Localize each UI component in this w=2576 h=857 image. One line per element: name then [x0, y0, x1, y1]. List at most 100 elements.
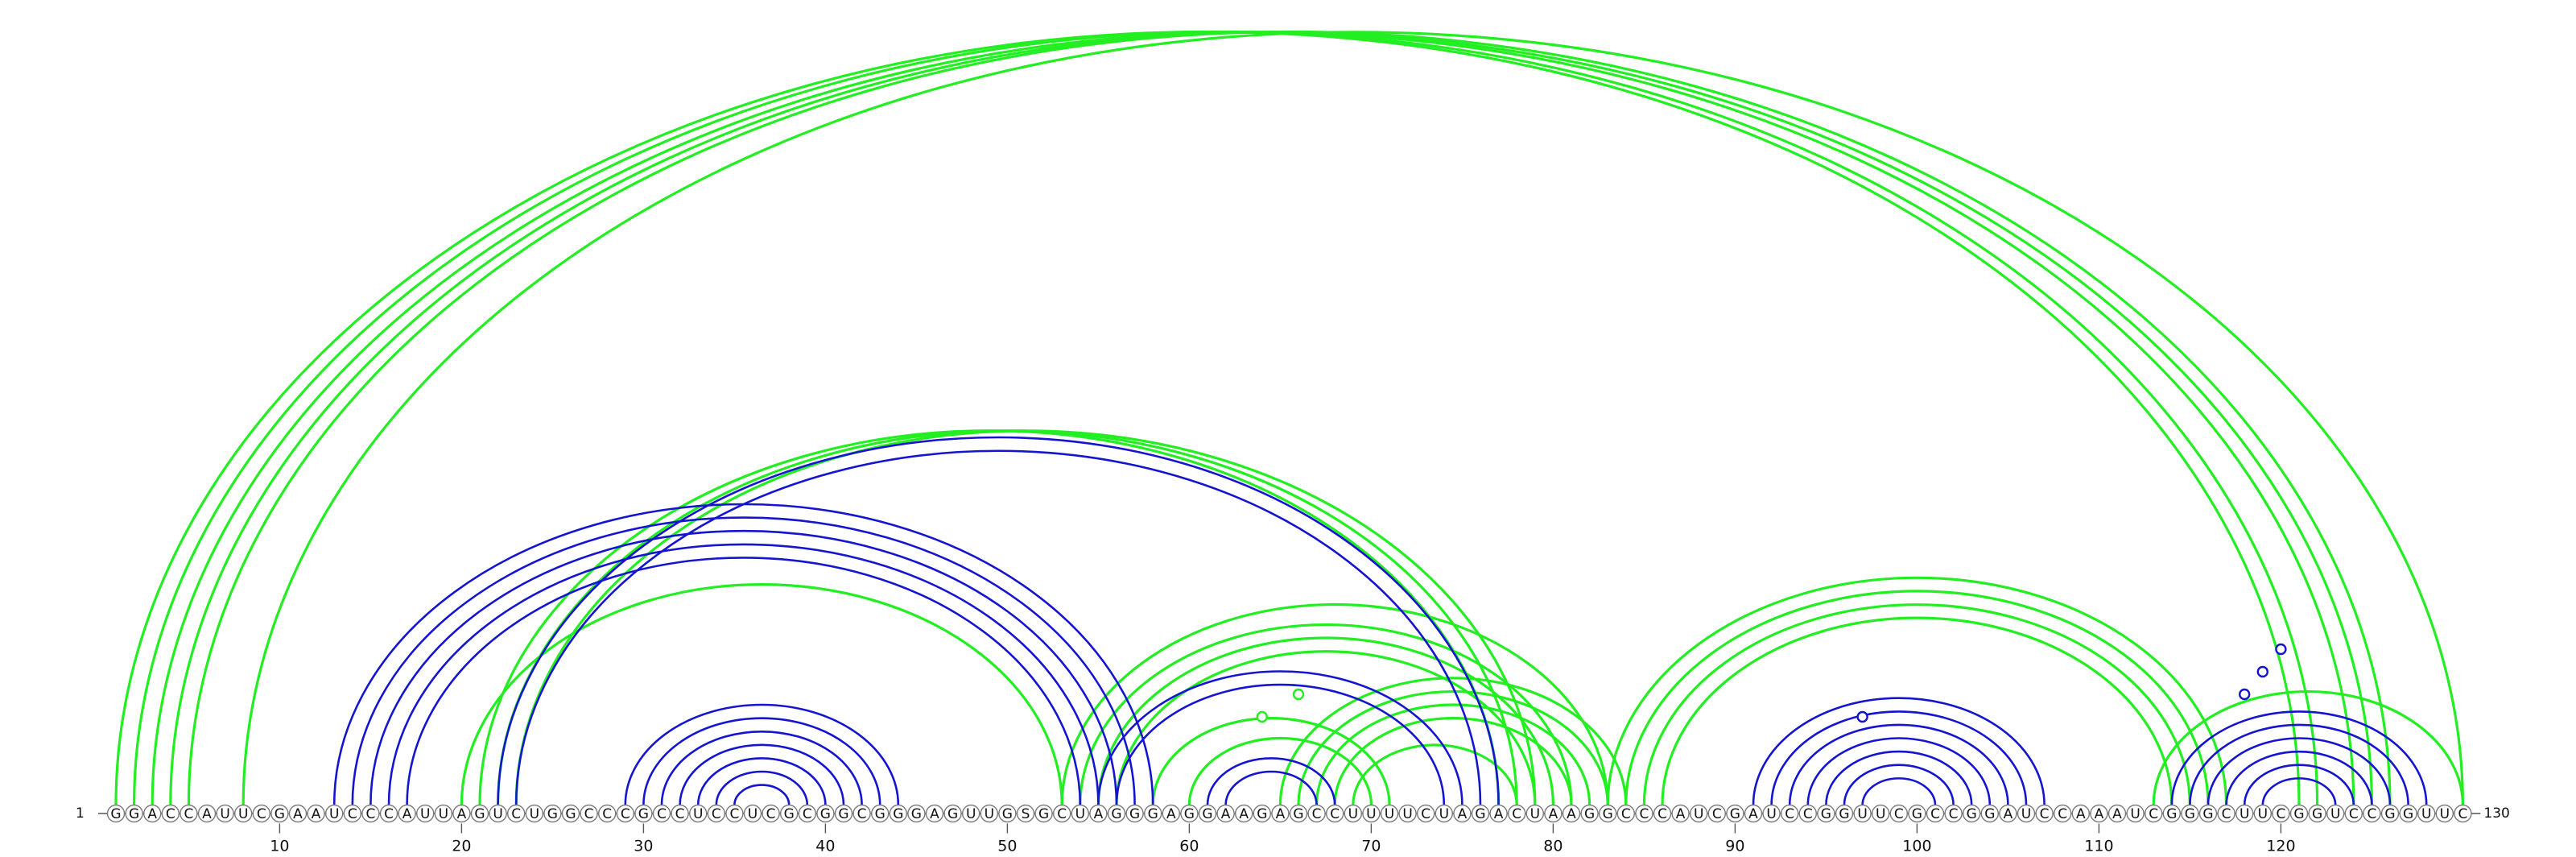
svg-text:G: G — [1475, 806, 1485, 822]
green-arc-2-122 — [133, 30, 2319, 805]
nucleotide-111: A — [2107, 804, 2127, 823]
nucleotide-29: C — [616, 804, 634, 823]
svg-text:U: U — [2240, 806, 2249, 822]
blue-arc-62-67 — [1224, 770, 1318, 805]
nucleotide-8: U — [234, 804, 253, 823]
nucleotide-127: G — [2399, 804, 2417, 823]
nucleotide-31: C — [652, 804, 671, 823]
green-arc-55-80 — [1096, 636, 1554, 805]
nucleotide-91: A — [1744, 804, 1763, 823]
tick-label-70: 70 — [1361, 838, 1381, 855]
svg-text:U: U — [2421, 806, 2431, 822]
blue-arc-14-57 — [351, 516, 1136, 805]
nucleotide-55: A — [1089, 804, 1108, 823]
nucleotide-5: C — [180, 804, 198, 823]
svg-text:G: G — [1912, 806, 1922, 822]
svg-text:C: C — [184, 806, 193, 822]
nucleotide-27: C — [580, 804, 598, 823]
svg-text:C: C — [621, 806, 630, 822]
nucleotide-95: G — [1817, 804, 1835, 823]
nucleotide-9: C — [252, 804, 270, 823]
svg-text:G: G — [1111, 806, 1121, 822]
tick-label-50: 50 — [997, 838, 1017, 855]
blue-arc-114-128 — [2170, 710, 2428, 805]
nucleotide-77: A — [1489, 804, 1508, 823]
svg-text:C: C — [1621, 806, 1631, 822]
svg-text:C: C — [166, 806, 175, 822]
svg-text:G: G — [638, 806, 649, 822]
blue-arc-32-41 — [679, 743, 845, 805]
nucleotide-125: C — [2363, 804, 2381, 823]
nucleotide-33: U — [689, 804, 708, 823]
nucleotide-3: A — [142, 804, 162, 823]
nucleotide-128: U — [2417, 804, 2436, 823]
svg-text:C: C — [2276, 806, 2285, 822]
nucleotide-117: C — [2217, 804, 2235, 823]
svg-text:C: C — [1657, 806, 1667, 822]
svg-text:G: G — [838, 806, 848, 822]
tick-label-100: 100 — [1902, 838, 1931, 855]
nucleotide-41: G — [834, 804, 853, 823]
svg-text:G: G — [1603, 806, 1613, 822]
svg-text:C: C — [766, 806, 776, 822]
green-arc-4-125 — [169, 30, 2373, 805]
svg-text:C: C — [1312, 806, 1322, 822]
blue-arc-56-74 — [1115, 683, 1446, 805]
svg-text:U: U — [2330, 806, 2340, 822]
blue-arc-115-127 — [2189, 723, 2409, 805]
svg-text:U: U — [1075, 806, 1085, 822]
blue-arc-16-55 — [387, 543, 1100, 805]
green-arc-68-81 — [1333, 717, 1573, 805]
nucleotide-99: C — [1889, 804, 1909, 823]
svg-text:A: A — [1221, 806, 1231, 822]
green-marker-64 — [1256, 710, 1269, 723]
svg-text:U: U — [439, 806, 448, 822]
svg-text:U: U — [985, 806, 994, 822]
nucleotide-49: U — [980, 804, 999, 823]
svg-text:U: U — [530, 806, 539, 822]
nucleotide-30: G — [634, 804, 653, 823]
blue-arc-17-54 — [406, 557, 1082, 805]
svg-text:A: A — [2004, 806, 2013, 822]
blue-arc-29-44 — [624, 703, 900, 805]
nucleotide-72: U — [1398, 804, 1417, 823]
nucleotide-66: G — [1289, 804, 1308, 823]
svg-text:C: C — [584, 806, 594, 822]
svg-text:G: G — [1584, 806, 1595, 822]
green-arc-113-130 — [2152, 689, 2464, 805]
nucleotide-79: U — [1525, 804, 1545, 823]
nucleotide-129: U — [2435, 804, 2454, 823]
nucleotide-38: G — [780, 804, 799, 823]
blue-arc-97-101 — [1861, 777, 1937, 805]
svg-text:G: G — [1293, 806, 1303, 822]
nucleotide-11: A — [288, 804, 308, 823]
nucleotide-124: C — [2344, 804, 2363, 823]
svg-text:G: G — [1148, 806, 1158, 822]
blue-marker-97 — [1856, 710, 1868, 723]
svg-text:C: C — [729, 806, 739, 822]
svg-text:C: C — [803, 806, 812, 822]
blue-arc-96-102 — [1843, 764, 1955, 805]
svg-text:C: C — [365, 806, 375, 822]
nucleotide-78: C — [1507, 804, 1526, 823]
svg-text:A: A — [1094, 806, 1104, 822]
sequence-start-label: 1 — [76, 805, 85, 822]
svg-text:C: C — [1785, 806, 1794, 822]
svg-text:C: C — [1330, 806, 1340, 822]
green-arc-8-130 — [242, 30, 2464, 805]
svg-text:C: C — [1512, 806, 1521, 822]
nucleotide-16: C — [379, 804, 398, 823]
tick-label-80: 80 — [1543, 838, 1563, 855]
nucleotide-59: A — [1162, 804, 1181, 823]
nucleotide-104: G — [1980, 804, 2000, 823]
nucleotide-100: G — [1908, 804, 1926, 823]
nucleotide-89: C — [1707, 804, 1727, 823]
svg-text:G: G — [1839, 806, 1849, 822]
svg-text:S: S — [1022, 806, 1030, 822]
svg-text:G: G — [110, 806, 121, 822]
svg-text:G: G — [1821, 806, 1831, 822]
svg-text:G: G — [1184, 806, 1195, 822]
svg-text:U: U — [2130, 806, 2140, 822]
nucleotide-108: C — [2053, 804, 2072, 823]
